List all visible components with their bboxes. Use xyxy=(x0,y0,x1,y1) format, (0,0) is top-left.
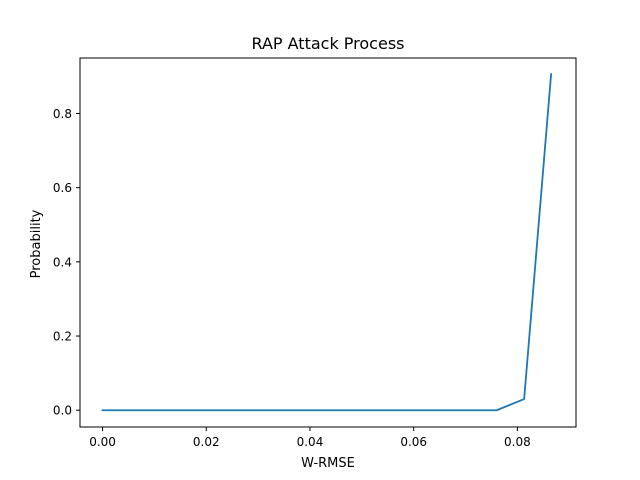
x-tick-label: 0.04 xyxy=(297,435,324,449)
x-tick-label: 0.02 xyxy=(193,435,220,449)
y-tick-label: 0.0 xyxy=(53,404,72,418)
plot-frame xyxy=(79,57,577,428)
x-tick-label: 0.06 xyxy=(400,435,427,449)
series-line-0 xyxy=(101,73,553,412)
y-axis: 0.0 0.2 0.4 0.6 0.8 xyxy=(53,107,80,418)
x-axis-label: W-RMSE xyxy=(301,456,355,471)
x-axis: 0.00 0.02 0.04 0.06 0.08 xyxy=(89,427,531,449)
y-tick-label: 0.4 xyxy=(53,255,72,269)
y-tick-label: 0.2 xyxy=(53,330,72,344)
y-tick-label: 0.6 xyxy=(53,181,72,195)
chart-title: RAP Attack Process xyxy=(251,34,404,53)
x-tick-label: 0.08 xyxy=(504,435,531,449)
x-tick-label: 0.00 xyxy=(89,435,116,449)
y-tick-label: 0.8 xyxy=(53,107,72,121)
series-layer xyxy=(101,73,553,412)
y-axis-label: Probability xyxy=(29,209,44,278)
